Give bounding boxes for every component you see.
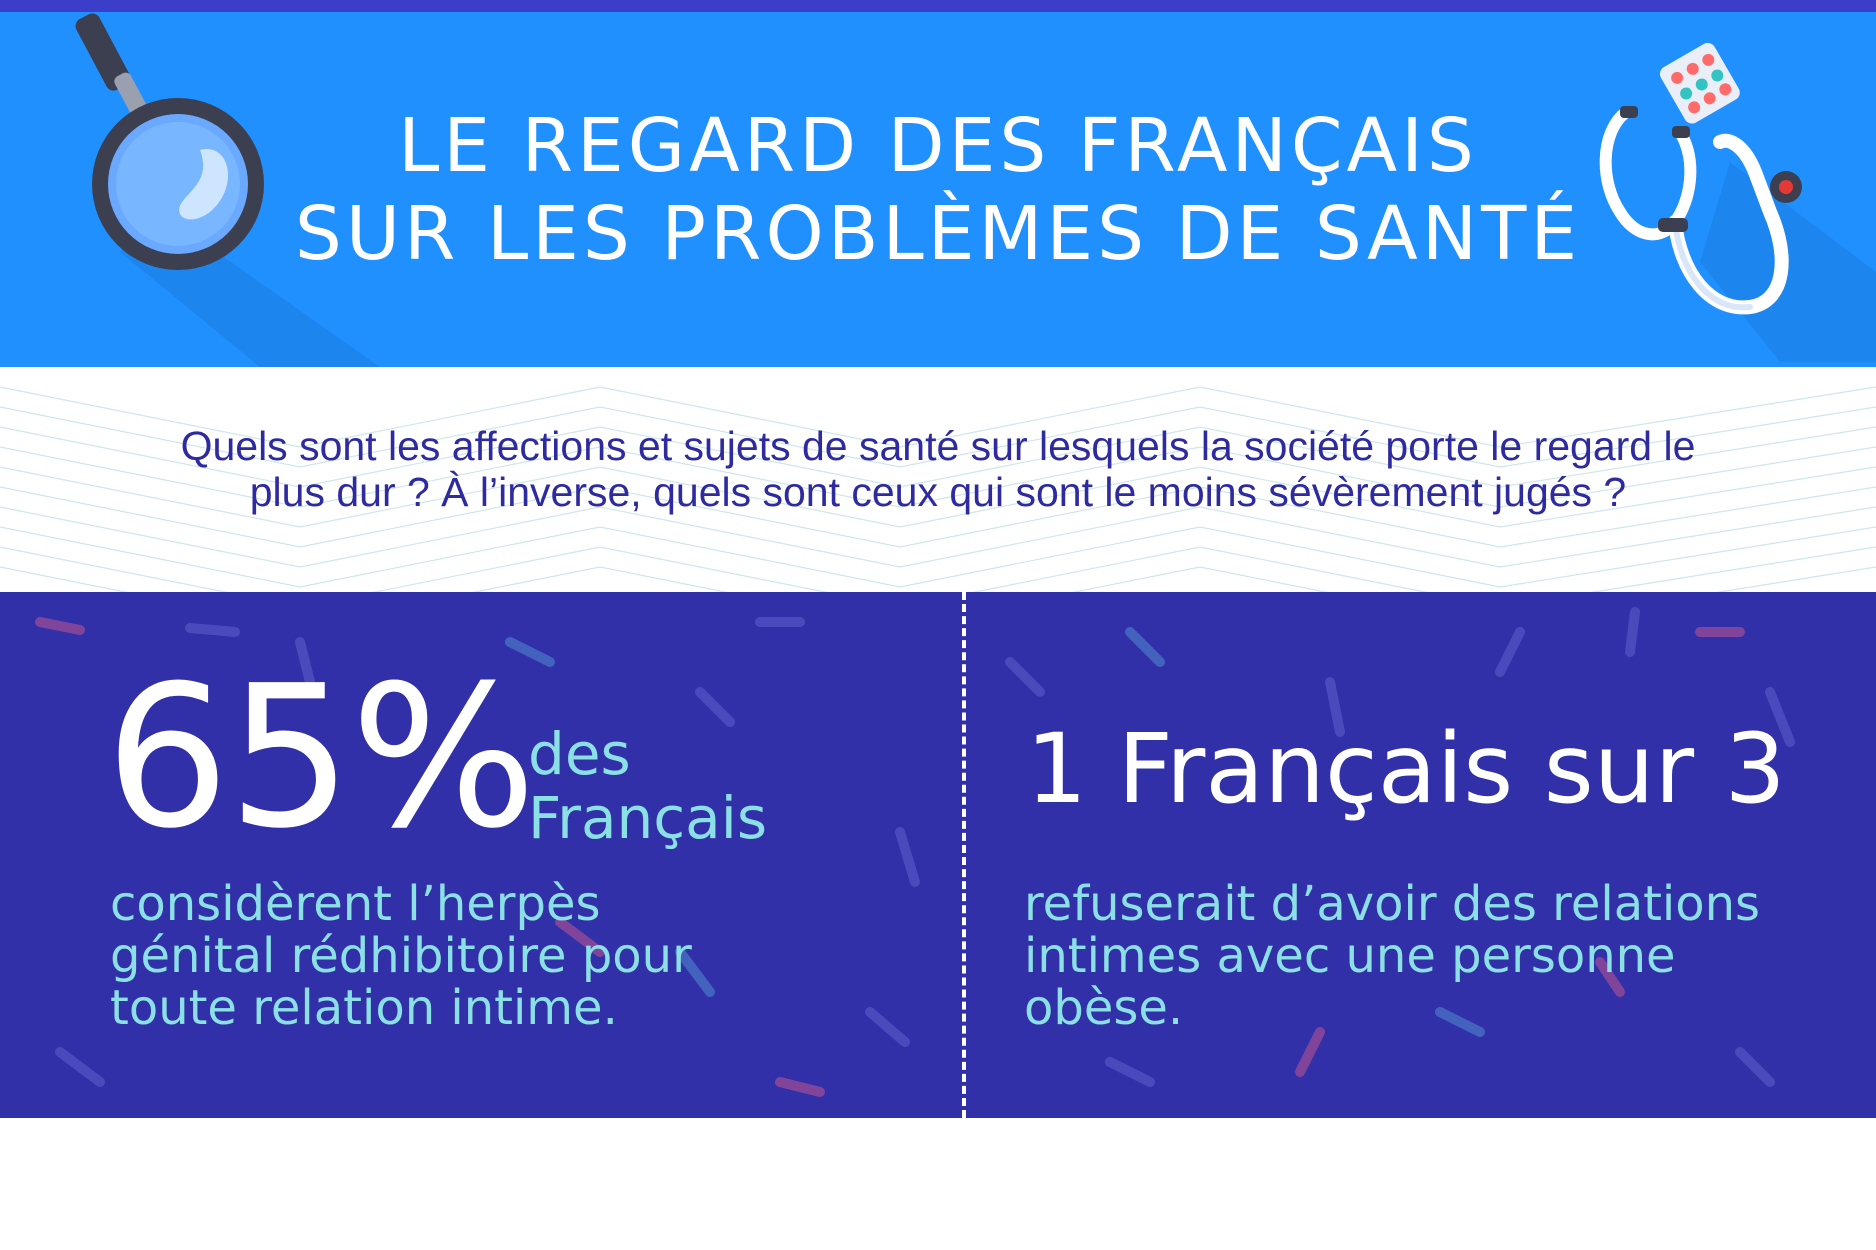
intro-line-1: Quels sont les affections et sujets de s… (180, 423, 1696, 469)
stats-section: 65% des Français considèrent l’herpès gé… (0, 592, 1876, 1118)
title-line-2: SUR LES PROBLÈMES DE SANTÉ (294, 191, 1582, 277)
pill-blister-icon (1659, 42, 1740, 124)
stat-right-desc-line-1: refuserait d’avoir des relations (1024, 876, 1761, 932)
stethoscope-icon (1599, 42, 1876, 362)
intro-question: Quels sont les affections et sujets de s… (100, 423, 1776, 515)
stat-left-qualifier-line-1: des (528, 720, 631, 788)
intro-line-2: plus dur ? À l’inverse, quels sont ceux … (249, 469, 1627, 515)
stat-left-desc-line-2: génital rédhibitoire pour (110, 928, 692, 984)
magnifier-icon (75, 13, 380, 367)
intro-section: Quels sont les affections et sujets de s… (0, 367, 1876, 592)
stat-right-value: 1 Français sur 3 (1026, 713, 1786, 825)
header-banner: LE REGARD DES FRANÇAIS SUR LES PROBLÈMES… (0, 12, 1876, 367)
stat-right-description: refuserait d’avoir des relations intimes… (1024, 878, 1844, 1034)
title-line-1: LE REGARD DES FRANÇAIS (398, 103, 1478, 189)
stat-left-value: 65% (105, 644, 537, 872)
confetti-background (35, 607, 1795, 1097)
section-divider (962, 592, 966, 1118)
stat-left-qualifier-line-2: Français (528, 784, 768, 852)
stat-left-qualifier: des Français (528, 722, 767, 850)
stat-left-desc-line-1: considèrent l’herpès (110, 876, 601, 932)
background-pattern (0, 386, 1876, 592)
page-title: LE REGARD DES FRANÇAIS SUR LES PROBLÈMES… (280, 102, 1596, 278)
stat-left-desc-line-3: toute relation intime. (110, 980, 618, 1036)
top-strip (0, 0, 1876, 12)
stat-left-description: considèrent l’herpès génital rédhibitoir… (110, 878, 870, 1034)
stat-right-desc-line-2: intimes avec une personne (1024, 928, 1676, 984)
stat-right-desc-line-3: obèse. (1024, 980, 1184, 1036)
